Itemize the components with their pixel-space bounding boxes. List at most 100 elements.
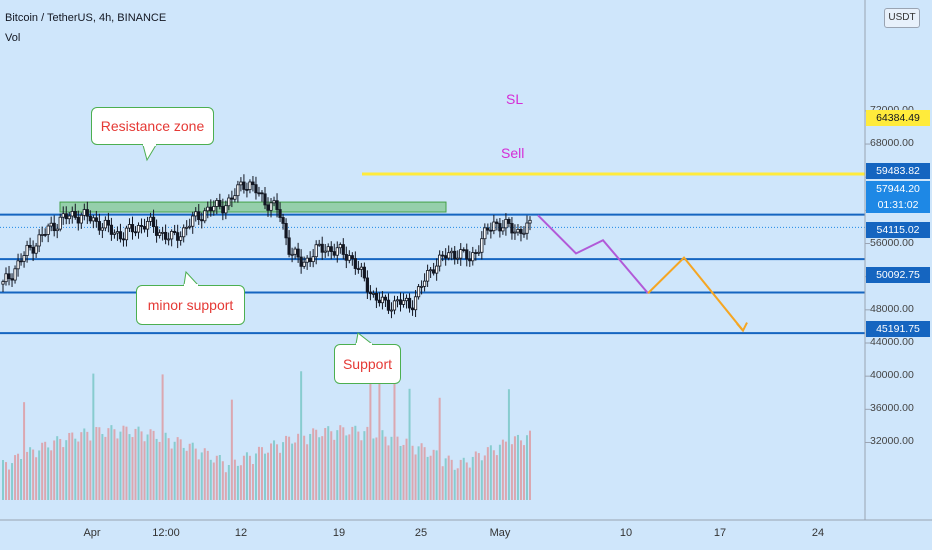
x-tick-label: May — [489, 527, 511, 539]
candle-body — [347, 255, 351, 261]
candle-body — [109, 224, 114, 235]
volume-bar — [471, 456, 474, 500]
candle-body — [88, 215, 92, 222]
candle-body — [392, 300, 397, 311]
resistance-zone-callout: Resistance zone — [91, 107, 214, 145]
candle-body — [67, 215, 71, 220]
candle-body — [227, 197, 231, 207]
volume-bar — [20, 459, 23, 500]
volume-bar — [14, 455, 17, 500]
volume-bar — [270, 443, 273, 500]
volume-bar — [453, 469, 456, 500]
candle-body — [176, 232, 180, 241]
volume-bar — [248, 455, 251, 500]
candle-body — [52, 222, 56, 232]
volume-bar — [288, 436, 291, 500]
candle-body — [483, 227, 487, 240]
candle-body — [278, 209, 282, 218]
sl-price-tag: 64384.49 — [866, 110, 930, 126]
candle-body — [450, 250, 454, 254]
volume-bar — [251, 464, 254, 500]
volume-bar — [495, 455, 498, 500]
candle-body — [73, 211, 77, 218]
currency-badge[interactable]: USDT — [884, 8, 920, 28]
candle-body — [429, 269, 433, 272]
candle-body — [145, 221, 150, 230]
candle-body — [522, 232, 526, 235]
volume-bar — [402, 444, 405, 500]
candle-body — [157, 232, 162, 236]
candle-body — [94, 217, 98, 222]
candle-body — [474, 252, 478, 254]
volume-bar — [56, 436, 59, 500]
volume-bar — [62, 447, 65, 500]
volume-bar — [468, 467, 471, 500]
volume-bar — [215, 455, 218, 500]
volume-bar — [116, 438, 119, 500]
y-tick-label: 32000.00 — [870, 435, 914, 448]
candle-body — [242, 181, 246, 190]
volume-bar — [185, 450, 188, 500]
sell-label: Sell — [501, 145, 525, 161]
y-tick-label: 44000.00 — [870, 336, 914, 348]
support-1-price-tag: 54115.02 — [866, 222, 930, 238]
volume-bar — [297, 433, 300, 500]
volume-bar — [98, 427, 101, 500]
candle-body — [350, 255, 354, 259]
volume-bar — [173, 441, 176, 500]
candle-body — [127, 224, 132, 229]
volume-bar — [155, 438, 158, 500]
volume-bar — [474, 451, 477, 500]
volume-bar — [267, 452, 270, 500]
volume-bar — [35, 457, 38, 500]
candle-body — [305, 257, 309, 263]
candle-body — [311, 256, 315, 263]
volume-bar — [498, 444, 501, 500]
candle-body — [179, 236, 183, 241]
volume-bar — [390, 436, 393, 500]
volume-bar — [525, 435, 528, 500]
volume-bar — [191, 442, 194, 500]
x-tick-label: Apr — [83, 527, 101, 539]
candle-body — [453, 250, 457, 260]
candle-body — [212, 206, 216, 212]
candle-body — [97, 221, 101, 231]
candle-body — [356, 268, 360, 270]
candle-body — [386, 299, 391, 311]
candle-body — [100, 227, 104, 231]
volume-bar — [227, 464, 230, 500]
candle-body — [40, 234, 44, 236]
volume-bar — [86, 431, 89, 500]
volume-bar — [486, 447, 489, 500]
volume-bar — [95, 427, 98, 500]
candle-body — [426, 270, 430, 282]
volume-bar — [5, 462, 8, 500]
volume-bar — [492, 450, 495, 500]
candle-body — [197, 211, 201, 221]
candle-body — [410, 307, 415, 311]
candle-body — [419, 285, 424, 288]
candle-body — [79, 214, 83, 224]
x-tick-label: 17 — [713, 527, 727, 539]
volume-bar — [206, 450, 209, 500]
volume-bar — [125, 426, 128, 500]
volume-bar — [381, 430, 384, 500]
volume-bar — [59, 438, 62, 500]
volume-bar — [378, 380, 381, 500]
candle-body — [329, 246, 333, 252]
candle-body — [314, 244, 318, 258]
volume-bar — [510, 444, 513, 500]
candle-body — [19, 260, 23, 263]
volume-bar — [354, 425, 357, 500]
candle-body — [287, 237, 291, 255]
y-tick-label: 40000.00 — [870, 369, 914, 382]
candle-body — [365, 277, 369, 293]
volume-bar — [336, 430, 339, 500]
volume-bar — [236, 465, 239, 500]
candle-body — [362, 266, 366, 279]
volume-bar — [74, 438, 77, 500]
volume-bar — [140, 431, 143, 500]
candle-body — [335, 247, 339, 256]
